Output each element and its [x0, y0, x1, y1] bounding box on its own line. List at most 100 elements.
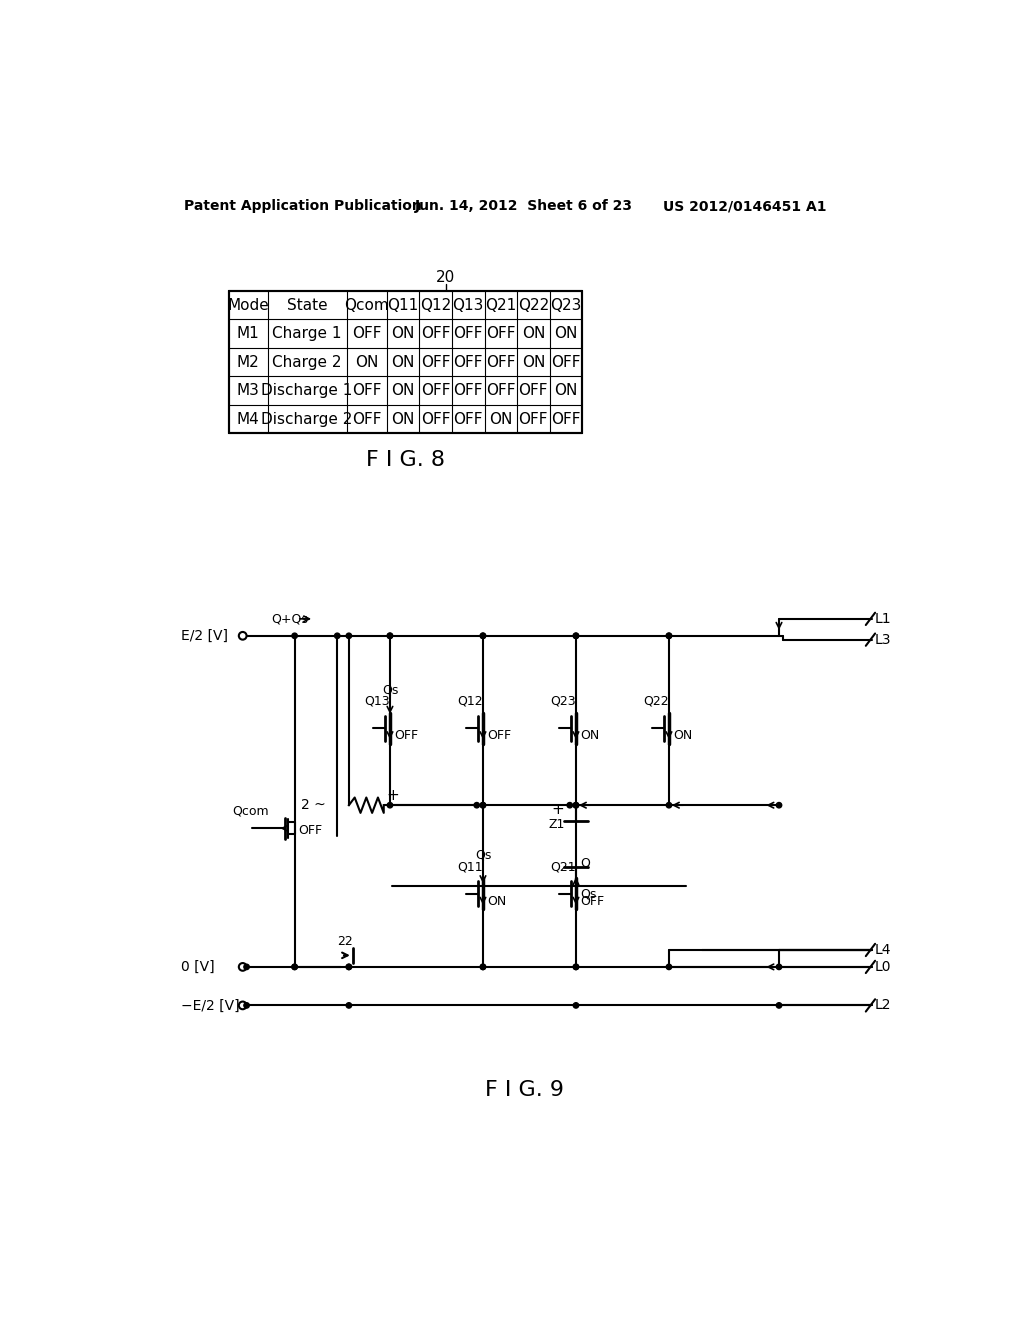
Text: L3: L3: [874, 632, 891, 647]
Circle shape: [573, 964, 579, 970]
Text: L0: L0: [874, 960, 891, 974]
Circle shape: [480, 964, 485, 970]
Text: E/2 [V]: E/2 [V]: [180, 628, 227, 643]
Text: OFF: OFF: [421, 412, 451, 426]
Text: OFF: OFF: [581, 895, 605, 908]
Text: M2: M2: [237, 355, 259, 370]
Text: M1: M1: [237, 326, 259, 341]
Text: OFF: OFF: [394, 730, 419, 742]
Circle shape: [567, 803, 572, 808]
Text: 0 [V]: 0 [V]: [180, 960, 214, 974]
Text: OFF: OFF: [421, 355, 451, 370]
Text: OFF: OFF: [551, 412, 581, 426]
Text: Q12: Q12: [458, 694, 483, 708]
Text: 22: 22: [337, 935, 353, 948]
Text: OFF: OFF: [486, 383, 515, 399]
Text: ON: ON: [391, 412, 415, 426]
Text: Jun. 14, 2012  Sheet 6 of 23: Jun. 14, 2012 Sheet 6 of 23: [415, 199, 633, 213]
Circle shape: [667, 803, 672, 808]
Text: OFF: OFF: [454, 383, 483, 399]
Circle shape: [346, 1003, 351, 1008]
Circle shape: [480, 634, 485, 639]
Text: US 2012/0146451 A1: US 2012/0146451 A1: [663, 199, 826, 213]
Text: OFF: OFF: [518, 412, 548, 426]
Circle shape: [776, 964, 781, 970]
Text: Z1: Z1: [549, 818, 565, 832]
Text: L4: L4: [874, 942, 891, 957]
Text: L1: L1: [874, 612, 891, 626]
Text: OFF: OFF: [299, 824, 323, 837]
Text: Q22: Q22: [644, 694, 670, 708]
Circle shape: [480, 803, 485, 808]
Text: ON: ON: [355, 355, 379, 370]
Text: −E/2 [V]: −E/2 [V]: [180, 998, 240, 1012]
Text: ON: ON: [521, 326, 545, 341]
Text: ON: ON: [554, 326, 578, 341]
Text: Qs: Qs: [475, 849, 492, 862]
Circle shape: [573, 634, 579, 639]
Circle shape: [667, 634, 672, 639]
Text: 2 ~: 2 ~: [301, 799, 326, 812]
Circle shape: [346, 964, 351, 970]
Text: Q13: Q13: [453, 297, 484, 313]
Text: Q21: Q21: [551, 861, 577, 874]
Text: OFF: OFF: [421, 326, 451, 341]
Text: L2: L2: [874, 998, 891, 1012]
Circle shape: [480, 803, 485, 808]
Circle shape: [474, 803, 479, 808]
Text: Patent Application Publication: Patent Application Publication: [183, 199, 422, 213]
Text: ON: ON: [391, 383, 415, 399]
Circle shape: [387, 634, 392, 639]
Text: OFF: OFF: [487, 730, 512, 742]
Circle shape: [292, 964, 297, 970]
Text: M3: M3: [237, 383, 259, 399]
Text: ON: ON: [487, 895, 507, 908]
Text: Discharge 1: Discharge 1: [261, 383, 352, 399]
Text: OFF: OFF: [486, 326, 515, 341]
Text: M4: M4: [237, 412, 259, 426]
Text: Q22: Q22: [518, 297, 549, 313]
Text: Q12: Q12: [420, 297, 452, 313]
Text: ON: ON: [391, 355, 415, 370]
Circle shape: [573, 634, 579, 639]
Text: Discharge 2: Discharge 2: [261, 412, 352, 426]
Text: Q23: Q23: [550, 297, 582, 313]
Text: OFF: OFF: [486, 355, 515, 370]
Text: Qcom: Qcom: [232, 805, 269, 818]
Text: Charge 1: Charge 1: [272, 326, 342, 341]
Text: Q11: Q11: [458, 861, 483, 874]
Circle shape: [573, 1003, 579, 1008]
Text: OFF: OFF: [454, 355, 483, 370]
Text: OFF: OFF: [421, 383, 451, 399]
Text: ON: ON: [581, 730, 600, 742]
Text: OFF: OFF: [352, 412, 382, 426]
Text: Mode: Mode: [227, 297, 269, 313]
Circle shape: [776, 1003, 781, 1008]
Text: Q: Q: [581, 857, 591, 870]
Circle shape: [667, 634, 672, 639]
Text: 20: 20: [436, 271, 456, 285]
Text: Q+Qs: Q+Qs: [271, 612, 308, 626]
Text: Q21: Q21: [485, 297, 516, 313]
Circle shape: [292, 634, 297, 639]
Bar: [228, 290, 583, 433]
Text: OFF: OFF: [518, 383, 548, 399]
Text: F I G. 8: F I G. 8: [366, 450, 445, 470]
Circle shape: [387, 803, 392, 808]
Text: State: State: [287, 297, 328, 313]
Text: Q13: Q13: [365, 694, 390, 708]
Text: Qcom: Qcom: [344, 297, 389, 313]
Circle shape: [573, 803, 579, 808]
Circle shape: [346, 964, 351, 970]
Text: Q23: Q23: [551, 694, 577, 708]
Text: F I G. 9: F I G. 9: [485, 1080, 564, 1100]
Text: +: +: [386, 788, 398, 804]
Circle shape: [387, 634, 392, 639]
Text: OFF: OFF: [352, 326, 382, 341]
Text: Qs: Qs: [580, 887, 596, 900]
Text: Qs: Qs: [382, 684, 398, 696]
Circle shape: [335, 634, 340, 639]
Circle shape: [573, 964, 579, 970]
Text: Charge 2: Charge 2: [272, 355, 342, 370]
Text: Q11: Q11: [387, 297, 419, 313]
